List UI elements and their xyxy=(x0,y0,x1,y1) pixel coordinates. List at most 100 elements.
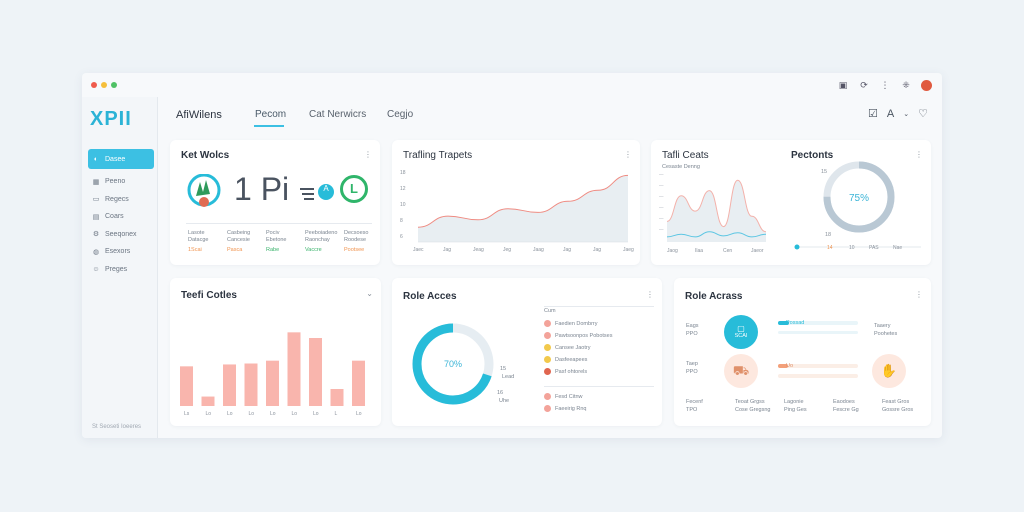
bar xyxy=(309,338,322,406)
more-icon[interactable]: ⋮ xyxy=(364,150,372,159)
x-tick-label: Lo xyxy=(249,411,255,417)
speed-icon xyxy=(300,184,334,200)
donut-label-b: Lead xyxy=(502,374,515,380)
percent-bottom-label: 18 xyxy=(825,232,831,238)
footer-label-a: Lagonie xyxy=(784,399,804,405)
sidebar-item-3[interactable]: ▤ Coars xyxy=(88,208,154,226)
tab-cat-nerwicrs[interactable]: Cat Nerwicrs xyxy=(309,109,367,120)
progress-fill-3 xyxy=(778,364,788,368)
row1-right2: Poohetes xyxy=(874,331,898,337)
chevron-down-icon[interactable]: ⌄ xyxy=(366,289,373,298)
x-tick-label: Lo xyxy=(356,411,362,417)
document-icon[interactable]: ▣ xyxy=(838,80,848,90)
traffic-cats-subtitle: Cesaste Denng xyxy=(662,164,700,170)
kpi-stat-label: Lasote xyxy=(188,230,205,236)
kpi-stat-sub: Ebetone xyxy=(266,237,287,243)
hand-icon[interactable]: ✋ xyxy=(872,354,906,388)
sidebar-item-label: Regecs xyxy=(105,195,129,203)
top-bar: AfiWilens Pecom Cat Nerwicrs Cegjo ☑ A ⌄… xyxy=(158,97,942,131)
more-icon[interactable]: ⋮ xyxy=(880,80,890,90)
checklist-icon[interactable]: ☑ xyxy=(868,108,878,120)
y-tick-label: 10 xyxy=(400,202,406,208)
avatar[interactable] xyxy=(921,79,932,91)
minimize-dot[interactable] xyxy=(101,82,107,88)
x-tick-label: Jag xyxy=(443,247,451,253)
cats-line-1 xyxy=(666,231,767,238)
refresh-icon[interactable]: ⟳ xyxy=(860,80,868,90)
sidebar-item-6[interactable]: ☺ Preges xyxy=(88,261,154,279)
chevron-down-icon[interactable]: ⌄ xyxy=(903,110,910,118)
role-access-card: Role Acces ⋮ 70% 15 Lead 16 Uhe Cum Faed… xyxy=(392,278,662,426)
sidebar-footer: St Seoseti Ioeeres xyxy=(92,424,142,430)
x-tick-label: Ls xyxy=(184,411,190,417)
kpi-circle-badge: L xyxy=(340,175,368,203)
legend-dot xyxy=(544,393,551,400)
tab-cegjo[interactable]: Cegjo xyxy=(387,109,414,120)
apps-icon[interactable]: ⁜ xyxy=(902,80,910,90)
bar xyxy=(266,360,279,406)
kpi-stat-sub: Raonchay xyxy=(305,237,330,243)
sidebar-item-2[interactable]: ▭ Regecs xyxy=(88,191,154,209)
trending-card: Trafling Trapets ⋮ 18 12 10 8 6 Jaec Jag Jeag Je… xyxy=(392,140,640,265)
y-tick-mark: — xyxy=(659,183,664,188)
legend-label: Cansee Jaotry xyxy=(555,345,591,351)
legend-label: Dasfeeapees xyxy=(555,357,588,363)
role-ring-value xyxy=(412,323,494,405)
bar xyxy=(223,364,236,406)
progress-track-2 xyxy=(778,331,858,334)
cats-line-0 xyxy=(666,179,767,233)
bar-chart-card: Teefi Cotles ⌄ Ls Lo Lo Lo Lo Lo Lo L Lo xyxy=(170,278,381,426)
percent-value: 75% xyxy=(849,193,869,204)
more-icon[interactable]: ⋮ xyxy=(646,290,654,299)
sidebar-item-4[interactable]: ⚙ Seeqonex xyxy=(88,226,154,244)
sidebar-item-1[interactable]: ▦ Peeno xyxy=(88,173,154,191)
app-logo: XPII xyxy=(90,108,132,130)
x-tick-label: Jaec xyxy=(413,247,424,253)
sidebar-nav: ◐ Dasee ▦ Peeno ▭ Regecs ▤ Coars ⚙ Seeqonex ◍ Esexo… xyxy=(88,149,154,278)
more-icon[interactable]: ⋮ xyxy=(624,150,632,159)
kpi-title: Ket Wolcs xyxy=(181,150,230,161)
sidebar-item-label: Dasee xyxy=(105,155,126,163)
close-dot[interactable] xyxy=(91,82,97,88)
role-icon-badge[interactable]: ▢ SCAI xyxy=(724,315,758,349)
x-tick-label: Jaog xyxy=(667,248,678,254)
legend-label: Faeeirig Rnq xyxy=(555,406,587,412)
sidebar-item-0[interactable]: ◐ Dasee xyxy=(88,149,154,169)
kpi-stat-sub: Datacge xyxy=(188,237,209,243)
slider-tick: PAS xyxy=(869,245,879,251)
maximize-dot[interactable] xyxy=(111,82,117,88)
more-icon[interactable]: ⋮ xyxy=(915,150,923,159)
donut-label-c: 16 xyxy=(497,390,504,396)
traffic-cats-title: Tafli Ceats xyxy=(662,150,709,161)
role-value: 70% xyxy=(444,359,462,369)
legend-label: Fesd Citnw xyxy=(555,394,583,400)
bar xyxy=(180,366,193,406)
kpi-stat-label: Peeboiadeno xyxy=(305,230,338,236)
x-tick-label: Jeag xyxy=(473,247,484,253)
row1-right1: Taaery xyxy=(874,323,891,329)
heart-icon[interactable]: ♡ xyxy=(918,108,928,120)
sidebar-item-label: Preges xyxy=(105,265,128,273)
legend-label: Pawtsoonpos Pobotses xyxy=(555,333,613,339)
percents-chart: 75% 15 18 14 10 PAS Nae xyxy=(794,161,921,251)
kpi-stat-value: Pasca xyxy=(227,247,243,253)
legend-dot xyxy=(544,320,551,327)
leaf-shape xyxy=(196,180,210,196)
font-icon[interactable]: A xyxy=(886,107,895,120)
sidebar-item-5[interactable]: ◍ Esexors xyxy=(88,243,154,261)
x-tick-label: Cen xyxy=(723,248,732,254)
trending-title: Trafling Trapets xyxy=(403,150,473,161)
folder-icon: ▭ xyxy=(92,196,100,204)
progress-track-4 xyxy=(778,374,858,378)
role-badge-label: SCAI xyxy=(734,333,748,339)
plant-icon xyxy=(187,174,221,207)
bar-chart: Ls Lo Lo Lo Lo Lo Lo L Lo xyxy=(180,332,365,417)
tab-afiwilens[interactable]: AfiWilens xyxy=(176,109,222,121)
more-icon[interactable]: ⋮ xyxy=(915,290,923,299)
tab-pecom[interactable]: Pecom xyxy=(255,109,287,120)
y-tick-mark: — xyxy=(659,216,664,221)
bar xyxy=(244,363,258,406)
footer-label-a: Eaodoes xyxy=(833,399,855,405)
legend-dot xyxy=(544,405,551,412)
car-icon[interactable]: ⛟ xyxy=(724,354,758,388)
